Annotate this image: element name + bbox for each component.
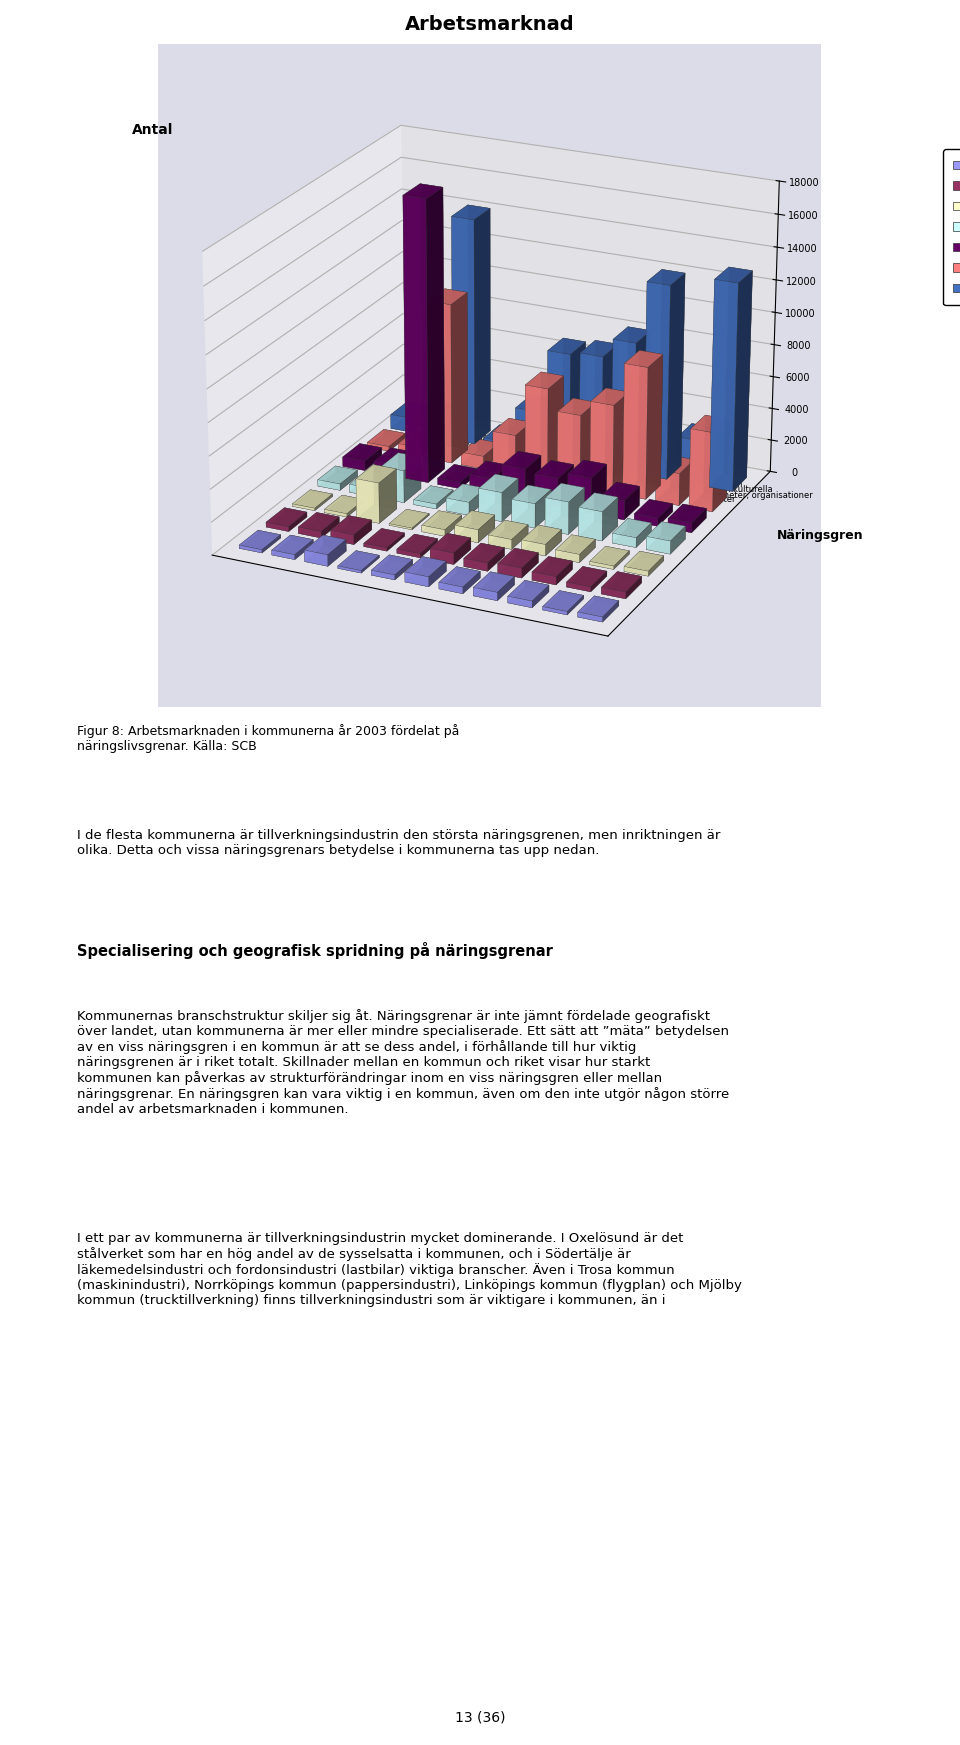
Text: I de flesta kommunerna är tillverkningsindustrin den största näringsgrenen, men : I de flesta kommunerna är tillverkningsi…: [77, 829, 720, 857]
Text: Kommunernas branschstruktur skiljer sig åt. Näringsgrenar är inte jämnt fördelad: Kommunernas branschstruktur skiljer sig …: [77, 1009, 729, 1117]
Text: I ett par av kommunerna är tillverkningsindustrin mycket dominerande. I Oxelösun: I ett par av kommunerna är tillverknings…: [77, 1232, 742, 1307]
Text: 13 (36): 13 (36): [455, 1710, 505, 1724]
Legend: Oxelösund, Trosa, Mjölby, Nyköping, Södertälje, Norrköping, Linköping: Oxelösund, Trosa, Mjölby, Nyköping, Söde…: [944, 150, 960, 305]
Title: Arbetsmarknad: Arbetsmarknad: [405, 14, 574, 33]
Text: Figur 8: Arbetsmarknaden i kommunerna år 2003 fördelat på
näringslivsgrenar. Käl: Figur 8: Arbetsmarknaden i kommunerna år…: [77, 724, 459, 754]
Text: Specialisering och geografisk spridning på näringsgrenar: Specialisering och geografisk spridning …: [77, 942, 553, 960]
Text: Antal: Antal: [132, 124, 173, 138]
